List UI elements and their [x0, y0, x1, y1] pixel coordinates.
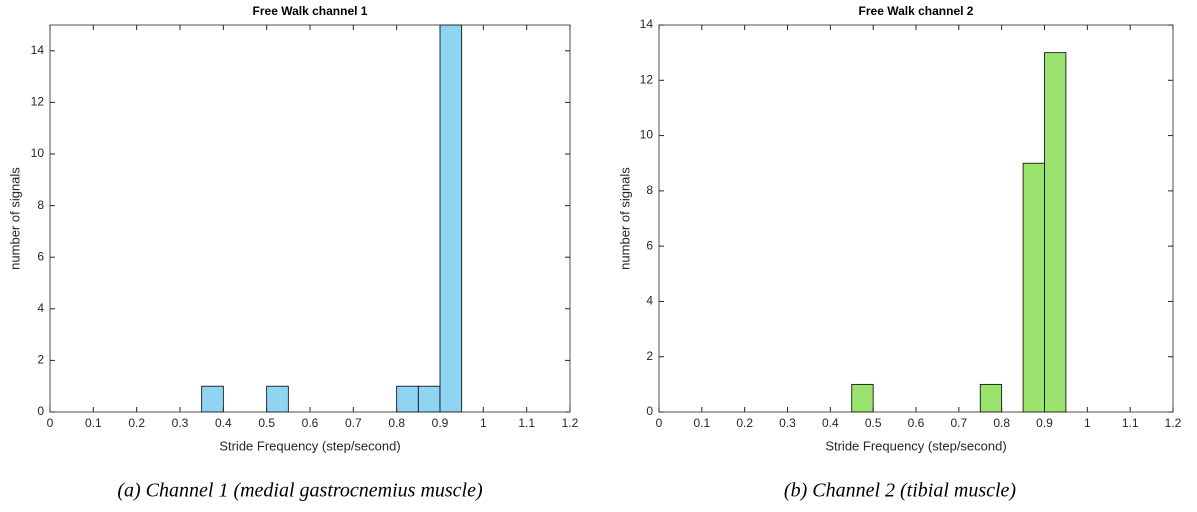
x-tick-label: 0.8 [993, 416, 1010, 430]
bar [1022, 162, 1045, 413]
x-tick-label: 0.1 [693, 416, 710, 430]
x-tick-label: 1.1 [1122, 416, 1139, 430]
y-tick-label: 10 [31, 146, 45, 160]
y-tick-label: 0 [37, 404, 44, 418]
y-tick-label: 6 [37, 249, 44, 263]
y-tick-label: 14 [31, 43, 45, 57]
x-tick-label: 0.9 [1036, 416, 1053, 430]
bar [1044, 52, 1067, 413]
y-tick-label: 8 [646, 183, 653, 197]
x-tick-label: 0.9 [432, 416, 449, 430]
x-tick-label: 0.3 [779, 416, 796, 430]
x-tick-label: 0.8 [388, 416, 405, 430]
bar [266, 385, 289, 413]
x-tick-label: 1 [480, 416, 487, 430]
y-tick-label: 10 [640, 128, 654, 142]
caption: (b) Channel 2 (tibial muscle) [784, 480, 1017, 502]
bar [851, 383, 874, 413]
x-tick-label: 0.5 [258, 416, 275, 430]
x-axis-label: Stride Frequency (step/second) [825, 438, 1006, 453]
x-tick-label: 0.1 [85, 416, 102, 430]
x-tick-label: 0.7 [950, 416, 967, 430]
x-tick-label: 0.7 [345, 416, 362, 430]
x-tick-label: 0.2 [128, 416, 145, 430]
x-tick-label: 0.6 [302, 416, 319, 430]
x-tick-label: 0.5 [865, 416, 882, 430]
bar [417, 385, 441, 413]
x-tick-label: 0.4 [215, 416, 232, 430]
y-tick-label: 6 [646, 238, 653, 252]
x-tick-label: 1.1 [518, 416, 535, 430]
y-axis-label: number of signals [617, 167, 632, 270]
caption: (a) Channel 1 (medial gastrocnemius musc… [117, 480, 483, 502]
y-tick-label: 12 [640, 72, 654, 86]
x-axis-label: Stride Frequency (step/second) [219, 438, 400, 453]
y-tick-label: 8 [37, 198, 44, 212]
x-tick-label: 1.2 [1165, 416, 1182, 430]
chart-title: Free Walk channel 2 [859, 4, 974, 18]
y-tick-label: 14 [640, 17, 654, 31]
bar [396, 385, 419, 413]
y-tick-label: 4 [646, 294, 653, 308]
y-tick-label: 2 [37, 353, 44, 367]
plot-area [659, 25, 1173, 412]
x-tick-label: 0 [656, 416, 663, 430]
x-tick-label: 0.2 [736, 416, 753, 430]
chart-title: Free Walk channel 1 [253, 4, 368, 18]
bar [979, 383, 1003, 413]
bar [201, 385, 224, 413]
y-axis-label: number of signals [7, 167, 22, 270]
x-tick-label: 1 [1084, 416, 1091, 430]
bar [439, 24, 463, 413]
y-tick-label: 12 [31, 95, 45, 109]
y-tick-label: 4 [37, 301, 44, 315]
plot-area [50, 25, 570, 412]
y-tick-label: 2 [646, 349, 653, 363]
x-tick-label: 0.6 [908, 416, 925, 430]
x-tick-label: 0.4 [822, 416, 839, 430]
x-tick-label: 0 [47, 416, 54, 430]
x-tick-label: 0.3 [172, 416, 189, 430]
x-tick-label: 1.2 [562, 416, 579, 430]
y-tick-label: 0 [646, 404, 653, 418]
